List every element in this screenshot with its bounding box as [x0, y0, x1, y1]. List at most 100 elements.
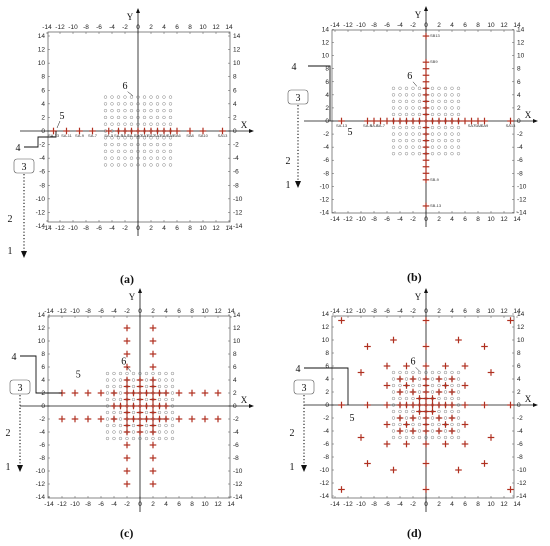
sensor-label: SB13: [430, 33, 441, 38]
y-tick-right: 14: [517, 27, 525, 34]
grid-circle: [391, 409, 396, 414]
y-tick-left: 0: [325, 402, 329, 409]
grid-circle: [443, 429, 448, 433]
x-tick-top: -4: [397, 22, 403, 29]
grid-circle: [157, 410, 162, 415]
x-tick-bottom: -6: [98, 501, 104, 508]
y-tick-left: 6: [325, 363, 329, 370]
x-tick-top: -2: [410, 308, 416, 315]
y-tick-right: -8: [233, 182, 239, 189]
probe-arrow: [295, 181, 301, 188]
grid-circle: [112, 384, 116, 389]
grid-circle: [149, 142, 153, 147]
callout-6-leader: [126, 366, 132, 372]
grid-circle: [112, 430, 116, 434]
grid-circle: [398, 106, 402, 110]
grid-circle: [136, 156, 140, 160]
grid-circle: [411, 125, 415, 130]
x-tick-bottom: -12: [55, 225, 65, 232]
grid-circle: [168, 102, 173, 106]
callout-5: 5: [350, 413, 355, 424]
grid-circle: [404, 93, 409, 97]
x-tick-top: -2: [410, 22, 416, 29]
sensor-label: SA4: [160, 133, 168, 138]
grid-circle: [118, 384, 123, 389]
grid-circle: [391, 138, 396, 143]
grid-circle: [123, 163, 127, 167]
x-tick-bottom: -2: [410, 501, 416, 508]
grid-circle: [437, 86, 441, 90]
grid-circle: [149, 115, 153, 120]
grid-circle: [103, 102, 108, 106]
grid-circle: [149, 95, 153, 99]
grid-circle: [112, 423, 116, 428]
grid-circle: [144, 397, 149, 402]
grid-circle: [129, 149, 134, 153]
y-tick-right: 0: [233, 403, 237, 410]
y-tick-right: 10: [517, 337, 525, 344]
grid-circle: [103, 115, 108, 120]
grid-circle: [404, 377, 409, 381]
grid-circle: [110, 95, 114, 99]
panel-caption-d: (d): [407, 526, 422, 540]
x-tick-top: -6: [384, 308, 390, 315]
x-tick-bottom: -12: [343, 501, 353, 508]
sensor-label: SA7: [468, 123, 476, 128]
plot-frame: [47, 315, 231, 499]
y-axis-arrow: [138, 288, 142, 293]
x-tick-bottom: 4: [450, 501, 454, 508]
y-axis-arrow: [424, 6, 428, 11]
x-tick-bottom: -4: [111, 501, 117, 508]
grid-circle: [162, 115, 166, 120]
y-tick-left: 14: [322, 27, 330, 34]
grid-circle: [144, 423, 149, 428]
callout-6-leader: [415, 367, 420, 372]
callout-2: 2: [6, 428, 11, 439]
x-tick-bottom: 10: [487, 501, 495, 508]
grid-circle: [170, 430, 175, 434]
x-tick-bottom: 8: [190, 501, 194, 508]
y-tick-right: -10: [517, 467, 527, 474]
x-tick-bottom: -14: [330, 216, 340, 223]
grid-circle: [430, 138, 435, 143]
grid-circle: [417, 370, 422, 375]
sensor-label: SA-8: [370, 123, 380, 128]
y-tick-left: -8: [323, 454, 329, 461]
grid-circle: [129, 163, 134, 167]
callout-4: 4: [292, 62, 297, 73]
grid-circle: [411, 435, 415, 440]
x-tick-top: -6: [96, 24, 102, 31]
x-tick-bottom: -8: [371, 501, 377, 508]
x-axis-name: X: [241, 395, 248, 405]
grid-circle: [417, 152, 422, 156]
grid-circle: [131, 397, 136, 402]
y-tick-right: -12: [517, 196, 527, 203]
grid-circle: [144, 436, 149, 441]
y-tick-left: 10: [38, 60, 46, 67]
route-4: [308, 65, 331, 121]
grid-circle: [155, 115, 160, 120]
grid-circle: [404, 429, 409, 433]
grid-circle: [430, 112, 435, 117]
y-tick-left: 0: [325, 118, 329, 125]
grid-circle: [450, 86, 454, 90]
grid-circle: [170, 391, 175, 395]
grid-circle: [157, 384, 162, 389]
x-tick-bottom: 12: [212, 225, 220, 232]
grid-circle: [411, 93, 415, 97]
y-tick-left: -4: [323, 428, 329, 435]
callout-6: 6: [407, 71, 412, 82]
grid-circle: [450, 99, 454, 104]
y-tick-left: -10: [36, 468, 46, 475]
grid-circle: [123, 136, 127, 140]
x-tick-top: -8: [85, 308, 91, 315]
x-axis-arrow: [533, 403, 538, 407]
grid-circle: [155, 122, 160, 126]
grid-circle: [138, 436, 142, 441]
grid-circle: [103, 136, 108, 140]
grid-circle: [136, 149, 140, 153]
grid-circle: [404, 370, 409, 375]
grid-circle: [443, 125, 448, 130]
grid-circle: [149, 122, 153, 126]
y-tick-right: -6: [517, 157, 523, 164]
